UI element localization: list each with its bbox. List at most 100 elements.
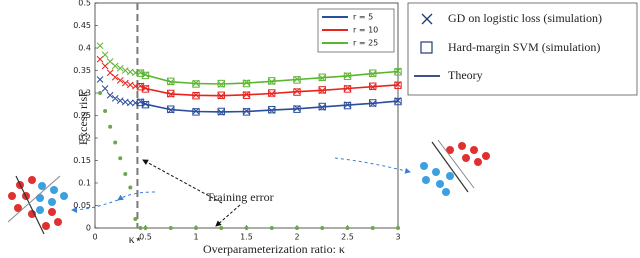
svm-marker — [192, 80, 200, 88]
svm-marker — [242, 91, 251, 99]
training-error-dot — [118, 156, 123, 161]
svm-marker — [192, 92, 200, 100]
x-tick-label: 1.5 — [240, 233, 253, 242]
y-tick-label: 0.1 — [78, 179, 91, 188]
theory-line — [140, 100, 399, 113]
gd-marker — [101, 51, 109, 59]
gd-marker — [116, 77, 124, 84]
y-tick-label: 0.2 — [78, 134, 91, 143]
y-tick-label: 0.5 — [78, 0, 91, 8]
y-tick-label: 0.45 — [73, 21, 91, 30]
training-error-dot — [295, 226, 299, 230]
y-tick-label: 0.4 — [78, 44, 91, 53]
y-tick-label: 0.3 — [78, 89, 91, 98]
theory-line — [140, 84, 399, 97]
training-error-dot — [219, 226, 224, 230]
legend-svm-symbol — [420, 41, 433, 54]
x-tick-label: 2.5 — [341, 233, 354, 242]
svm-marker — [343, 72, 352, 81]
svm-marker — [167, 89, 175, 98]
training-error-dot — [168, 226, 173, 230]
svm-marker — [318, 102, 326, 111]
training-error-dot — [98, 91, 103, 95]
svm-marker — [192, 108, 200, 116]
training-error-dot — [194, 226, 198, 230]
training-error-dot — [113, 140, 118, 145]
svm-marker — [394, 68, 402, 76]
svm-marker — [293, 88, 301, 96]
legend-label: r = 5 — [353, 13, 373, 22]
svm-marker — [141, 85, 150, 93]
training-error-dot — [244, 226, 249, 230]
theory-line — [140, 70, 399, 85]
gd-marker — [116, 64, 124, 72]
legend-label: r = 10 — [353, 26, 378, 35]
training-error-dot — [123, 172, 128, 176]
svm-marker — [167, 77, 175, 85]
svm-marker — [369, 99, 377, 107]
svm-marker — [318, 86, 326, 94]
x-tick-label: 0.5 — [139, 233, 152, 242]
training-error-dot — [138, 226, 143, 230]
svm-marker — [369, 69, 377, 77]
legend-svm-label: Hard-margin SVM (simulation) — [448, 40, 600, 54]
y-tick-label: 0.35 — [73, 66, 91, 75]
training-error-dot — [128, 185, 133, 190]
y-tick-label: 0.15 — [73, 156, 91, 165]
y-axis-label: Excess risk — [76, 91, 90, 145]
gd-marker — [111, 95, 119, 102]
training-error-dot — [345, 226, 350, 230]
svm-marker — [343, 101, 352, 110]
svm-marker — [268, 77, 276, 85]
training-error-dot — [320, 226, 325, 230]
x-axis-label: Overparameterization ratio: κ — [203, 242, 345, 256]
gd-marker — [126, 81, 134, 89]
training-error-dot — [103, 109, 108, 113]
training-error-dot — [396, 226, 400, 230]
svm-marker — [394, 81, 402, 90]
svm-marker — [167, 105, 175, 113]
gd-marker — [96, 42, 104, 50]
arrow — [334, 157, 411, 174]
training-error-dot — [108, 124, 113, 129]
svm-marker — [293, 105, 301, 113]
gd-marker — [111, 62, 119, 70]
svm-marker — [242, 79, 251, 88]
gd-marker — [116, 97, 124, 105]
gd-marker — [111, 73, 119, 81]
svm-marker — [141, 71, 150, 80]
y-tick-label: 0 — [86, 224, 91, 233]
svm-marker — [318, 73, 326, 81]
svm-marker — [217, 79, 225, 88]
training-error-dot — [370, 226, 375, 230]
svm-marker — [268, 89, 276, 97]
svm-marker — [136, 98, 145, 107]
svm-marker — [136, 83, 145, 91]
kappa-star-label: κ⋆ — [129, 232, 143, 246]
legend-gd-symbol — [421, 13, 433, 25]
training-error-dot — [133, 217, 138, 221]
marker-legend-box — [407, 2, 638, 96]
y-tick-label: 0.05 — [73, 201, 91, 210]
x-tick-label: 0 — [92, 233, 97, 242]
arrow — [71, 199, 119, 213]
left-cluster-icon — [7, 175, 68, 235]
x-tick-label: 1 — [193, 233, 198, 242]
svm-marker — [136, 69, 145, 77]
svm-marker — [141, 101, 150, 109]
svm-marker — [394, 97, 402, 106]
training-error-dot — [269, 226, 274, 230]
svm-marker — [217, 107, 225, 116]
svm-marker — [217, 91, 225, 99]
annotation: Training error — [206, 190, 273, 204]
x-tick-label: 3 — [395, 233, 400, 242]
svm-marker — [343, 85, 352, 93]
svm-marker — [369, 82, 377, 90]
training-error-dot — [143, 226, 148, 230]
gd-marker — [96, 76, 104, 83]
y-tick-label: 0.25 — [73, 111, 91, 120]
legend-label: r = 25 — [353, 39, 378, 48]
gd-marker — [101, 85, 109, 92]
legend-theory-label: Theory — [448, 68, 483, 82]
